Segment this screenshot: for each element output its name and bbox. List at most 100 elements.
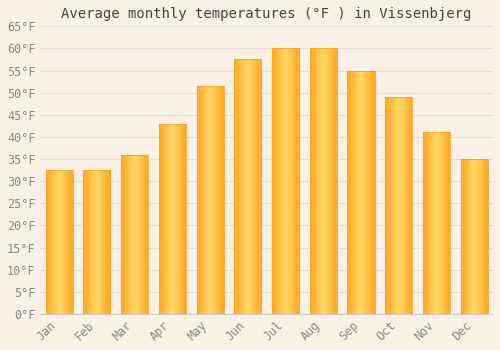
- Bar: [163, 124, 164, 314]
- Bar: [126, 155, 127, 314]
- Bar: [385, 97, 386, 314]
- Bar: [99, 170, 100, 314]
- Bar: [254, 60, 255, 314]
- Bar: [334, 48, 336, 314]
- Bar: [483, 159, 484, 314]
- Bar: [108, 170, 109, 314]
- Bar: [213, 86, 214, 314]
- Bar: [410, 97, 412, 314]
- Bar: [211, 86, 212, 314]
- Bar: [316, 48, 317, 314]
- Bar: [248, 60, 249, 314]
- Bar: [310, 48, 337, 314]
- Bar: [431, 132, 432, 314]
- Bar: [361, 71, 362, 314]
- Bar: [322, 48, 324, 314]
- Bar: [288, 48, 289, 314]
- Bar: [317, 48, 318, 314]
- Bar: [295, 48, 296, 314]
- Bar: [321, 48, 322, 314]
- Bar: [260, 60, 261, 314]
- Bar: [106, 170, 108, 314]
- Bar: [401, 97, 402, 314]
- Bar: [256, 60, 257, 314]
- Bar: [141, 155, 142, 314]
- Bar: [291, 48, 292, 314]
- Bar: [146, 155, 147, 314]
- Bar: [332, 48, 333, 314]
- Bar: [428, 132, 429, 314]
- Bar: [394, 97, 395, 314]
- Bar: [297, 48, 298, 314]
- Bar: [423, 132, 450, 314]
- Bar: [204, 86, 205, 314]
- Bar: [322, 48, 323, 314]
- Bar: [367, 71, 368, 314]
- Bar: [387, 97, 388, 314]
- Bar: [298, 48, 299, 314]
- Bar: [275, 48, 276, 314]
- Bar: [100, 170, 102, 314]
- Bar: [373, 71, 374, 314]
- Bar: [335, 48, 336, 314]
- Bar: [408, 97, 409, 314]
- Bar: [237, 60, 238, 314]
- Bar: [473, 159, 474, 314]
- Bar: [201, 86, 202, 314]
- Bar: [138, 155, 139, 314]
- Bar: [104, 170, 105, 314]
- Bar: [398, 97, 400, 314]
- Bar: [386, 97, 387, 314]
- Bar: [239, 60, 240, 314]
- Bar: [136, 155, 137, 314]
- Bar: [102, 170, 103, 314]
- Bar: [121, 155, 148, 314]
- Bar: [208, 86, 209, 314]
- Bar: [425, 132, 426, 314]
- Bar: [485, 159, 486, 314]
- Bar: [160, 124, 161, 314]
- Bar: [324, 48, 325, 314]
- Bar: [223, 86, 224, 314]
- Bar: [336, 48, 337, 314]
- Bar: [460, 159, 461, 314]
- Bar: [327, 48, 328, 314]
- Bar: [282, 48, 283, 314]
- Bar: [434, 132, 435, 314]
- Bar: [258, 60, 260, 314]
- Bar: [474, 159, 476, 314]
- Bar: [445, 132, 446, 314]
- Bar: [463, 159, 464, 314]
- Bar: [123, 155, 124, 314]
- Bar: [319, 48, 320, 314]
- Bar: [364, 71, 365, 314]
- Bar: [84, 170, 85, 314]
- Bar: [389, 97, 390, 314]
- Bar: [474, 159, 475, 314]
- Bar: [448, 132, 449, 314]
- Bar: [385, 97, 412, 314]
- Bar: [84, 170, 110, 314]
- Bar: [137, 155, 138, 314]
- Bar: [368, 71, 369, 314]
- Bar: [48, 170, 49, 314]
- Bar: [124, 155, 125, 314]
- Bar: [181, 124, 182, 314]
- Bar: [173, 124, 174, 314]
- Bar: [159, 124, 160, 314]
- Bar: [429, 132, 430, 314]
- Bar: [240, 60, 241, 314]
- Bar: [122, 155, 124, 314]
- Bar: [294, 48, 295, 314]
- Bar: [398, 97, 399, 314]
- Bar: [310, 48, 311, 314]
- Bar: [215, 86, 216, 314]
- Bar: [175, 124, 176, 314]
- Bar: [441, 132, 442, 314]
- Bar: [261, 60, 262, 314]
- Bar: [170, 124, 171, 314]
- Bar: [355, 71, 356, 314]
- Bar: [443, 132, 444, 314]
- Bar: [57, 170, 58, 314]
- Bar: [469, 159, 470, 314]
